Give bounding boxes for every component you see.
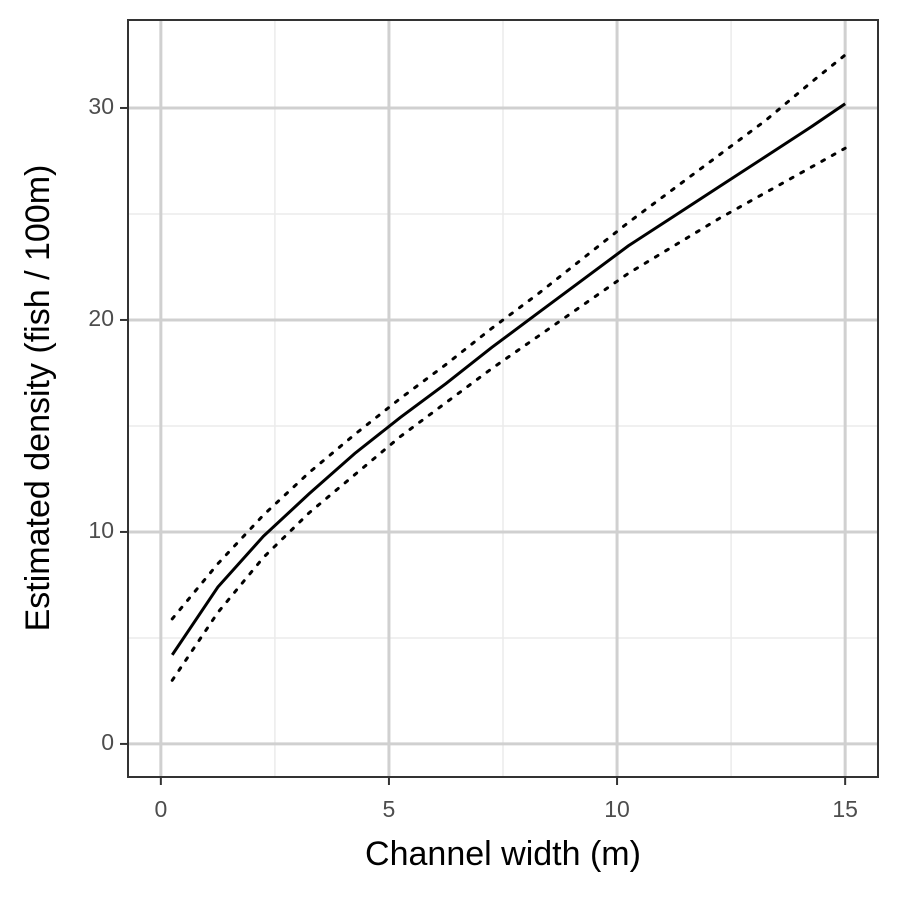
y-axis-title: Estimated density (fish / 100m)	[19, 165, 57, 632]
panel-border	[127, 19, 879, 778]
x-tick-label: 0	[154, 796, 167, 822]
y-tick-label: 0	[101, 729, 114, 755]
x-axis-title: Channel width (m)	[365, 835, 641, 873]
line-series	[170, 53, 847, 621]
line-series	[171, 102, 846, 656]
y-tick-label: 30	[88, 93, 114, 119]
x-tick-label: 15	[832, 796, 858, 822]
y-tick-label: 20	[88, 305, 114, 331]
x-tick-label: 10	[604, 796, 630, 822]
y-tick-label: 10	[88, 517, 114, 543]
x-tick-label: 5	[383, 796, 396, 822]
